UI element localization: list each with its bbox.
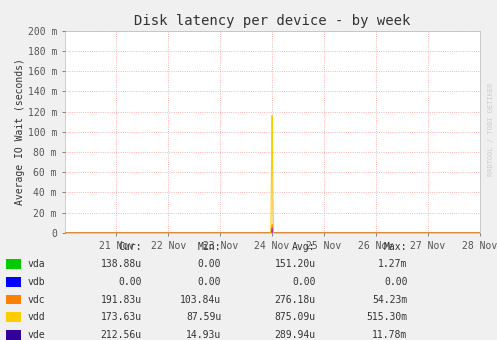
Text: 0.00: 0.00: [118, 277, 142, 287]
Text: 0.00: 0.00: [198, 259, 221, 269]
Text: 0.00: 0.00: [384, 277, 408, 287]
Text: 191.83u: 191.83u: [100, 294, 142, 305]
Text: 138.88u: 138.88u: [100, 259, 142, 269]
Text: vdc: vdc: [27, 294, 45, 305]
Text: 151.20u: 151.20u: [274, 259, 316, 269]
Text: vdb: vdb: [27, 277, 45, 287]
Text: 87.59u: 87.59u: [186, 312, 221, 322]
Text: 289.94u: 289.94u: [274, 330, 316, 340]
Text: Min:: Min:: [198, 241, 221, 252]
Y-axis label: Average IO Wait (seconds): Average IO Wait (seconds): [15, 58, 25, 205]
Text: 173.63u: 173.63u: [100, 312, 142, 322]
Text: 515.30m: 515.30m: [366, 312, 408, 322]
Text: 1.27m: 1.27m: [378, 259, 408, 269]
Text: 0.00: 0.00: [198, 277, 221, 287]
Text: Cur:: Cur:: [118, 241, 142, 252]
Text: vde: vde: [27, 330, 45, 340]
Text: 875.09u: 875.09u: [274, 312, 316, 322]
Text: Avg:: Avg:: [292, 241, 316, 252]
Text: vda: vda: [27, 259, 45, 269]
Text: 103.84u: 103.84u: [180, 294, 221, 305]
Text: 54.23m: 54.23m: [372, 294, 408, 305]
Text: vdd: vdd: [27, 312, 45, 322]
Text: 14.93u: 14.93u: [186, 330, 221, 340]
Text: 11.78m: 11.78m: [372, 330, 408, 340]
Text: RRDTOOL / TOBI OETIKER: RRDTOOL / TOBI OETIKER: [488, 82, 494, 176]
Text: Max:: Max:: [384, 241, 408, 252]
Text: 276.18u: 276.18u: [274, 294, 316, 305]
Text: 0.00: 0.00: [292, 277, 316, 287]
Title: Disk latency per device - by week: Disk latency per device - by week: [134, 14, 411, 28]
Text: 212.56u: 212.56u: [100, 330, 142, 340]
